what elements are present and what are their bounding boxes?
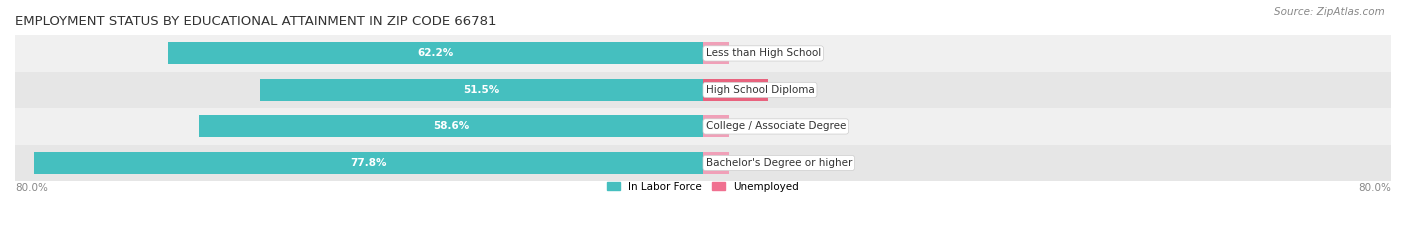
Text: College / Associate Degree: College / Associate Degree — [706, 121, 846, 131]
Bar — [15, 108, 1391, 145]
Bar — [15, 35, 1391, 72]
Text: 80.0%: 80.0% — [15, 183, 48, 193]
Legend: In Labor Force, Unemployed: In Labor Force, Unemployed — [603, 178, 803, 196]
Bar — [260, 79, 703, 101]
Bar — [15, 72, 1391, 108]
Text: 77.8%: 77.8% — [350, 158, 387, 168]
Text: 80.0%: 80.0% — [1358, 183, 1391, 193]
Bar — [169, 42, 703, 64]
Text: Less than High School: Less than High School — [706, 48, 821, 58]
Bar — [200, 116, 703, 137]
Text: 51.5%: 51.5% — [464, 85, 499, 95]
Text: High School Diploma: High School Diploma — [706, 85, 814, 95]
Text: Source: ZipAtlas.com: Source: ZipAtlas.com — [1274, 7, 1385, 17]
Bar — [703, 79, 768, 101]
Text: 0.0%: 0.0% — [742, 158, 768, 168]
Text: 0.0%: 0.0% — [742, 121, 768, 131]
Text: EMPLOYMENT STATUS BY EDUCATIONAL ATTAINMENT IN ZIP CODE 66781: EMPLOYMENT STATUS BY EDUCATIONAL ATTAINM… — [15, 15, 496, 28]
Bar — [15, 145, 1391, 181]
Text: 58.6%: 58.6% — [433, 121, 470, 131]
Text: 7.5%: 7.5% — [780, 85, 807, 95]
Bar — [703, 116, 728, 137]
Text: 0.0%: 0.0% — [742, 48, 768, 58]
Text: Bachelor's Degree or higher: Bachelor's Degree or higher — [706, 158, 852, 168]
Text: 62.2%: 62.2% — [418, 48, 454, 58]
Bar — [703, 152, 728, 174]
Bar — [703, 42, 728, 64]
Bar — [34, 152, 703, 174]
